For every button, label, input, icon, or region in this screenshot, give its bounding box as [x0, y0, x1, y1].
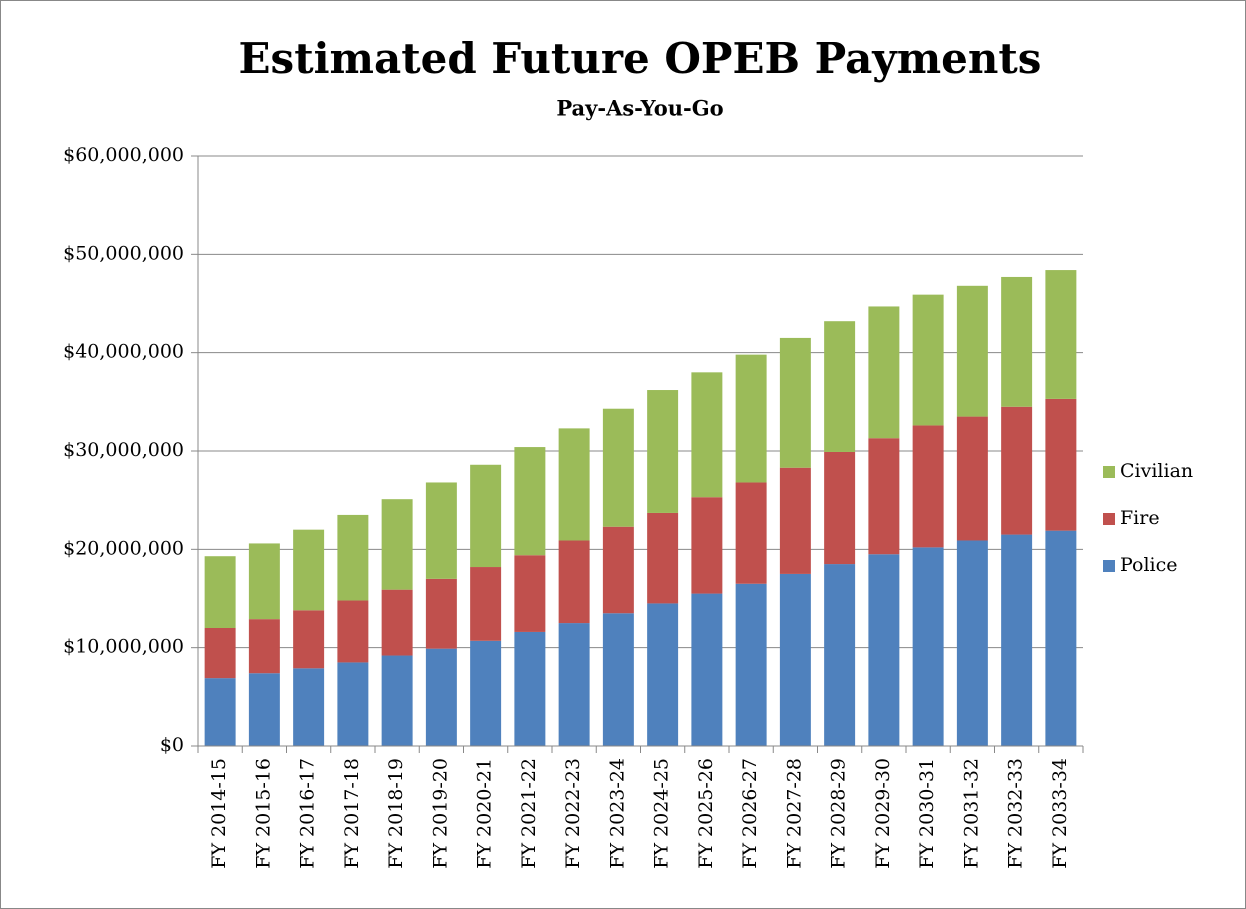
bar-segment — [381, 499, 413, 590]
bar-segment — [824, 321, 856, 452]
bar-segment — [691, 497, 723, 594]
y-tick-label: $60,000,000 — [63, 144, 184, 166]
legend-label: Police — [1120, 554, 1178, 576]
bar-segment — [779, 467, 811, 574]
bar-segment — [558, 540, 590, 624]
bar-segment — [381, 589, 413, 656]
bar-segment — [514, 555, 546, 632]
bar-segment — [514, 447, 546, 556]
bar-segment — [337, 662, 369, 746]
x-tick-label: FY 2015-16 — [252, 758, 274, 869]
legend-swatch — [1103, 466, 1115, 478]
x-tick-label: FY 2025-26 — [695, 758, 717, 869]
x-tick-label: FY 2032-33 — [1005, 758, 1027, 869]
bar-segment — [735, 482, 767, 584]
y-tick-label: $30,000,000 — [63, 439, 184, 461]
legend-swatch — [1103, 560, 1115, 572]
y-tick-label: $20,000,000 — [63, 537, 184, 559]
x-tick-label: FY 2023-24 — [606, 758, 628, 869]
bar-segment — [956, 285, 988, 417]
bar-segment — [691, 372, 723, 498]
x-tick-label: FY 2022-23 — [562, 758, 584, 869]
x-tick-label: FY 2028-29 — [828, 758, 850, 869]
bar-segment — [602, 408, 634, 527]
chart-subtitle: Pay-As-You-Go — [556, 96, 723, 121]
x-tick-label: FY 2014-15 — [208, 758, 230, 869]
bar-segment — [691, 593, 723, 746]
bar-segment — [956, 416, 988, 541]
x-tick-label: FY 2016-17 — [297, 758, 319, 869]
y-tick-label: $40,000,000 — [63, 341, 184, 363]
bar-segment — [337, 600, 369, 663]
bar-segment — [381, 655, 413, 746]
bar-segment — [293, 529, 325, 611]
y-tick-label: $0 — [160, 734, 184, 756]
bar-segment — [204, 628, 236, 679]
x-tick-label: FY 2027-28 — [783, 758, 805, 869]
bar-segment — [425, 578, 457, 649]
y-tick-label: $10,000,000 — [63, 636, 184, 658]
bar-segment — [248, 619, 280, 674]
bar-segment — [425, 482, 457, 579]
bar-segment — [868, 306, 900, 439]
x-tick-label: FY 2019-20 — [429, 758, 451, 869]
bar-segment — [337, 514, 369, 601]
bar-segment — [647, 390, 679, 513]
bar-segment — [425, 648, 457, 746]
x-tick-label: FY 2018-19 — [385, 758, 407, 869]
bar-segment — [470, 464, 502, 568]
bar-segment — [602, 613, 634, 746]
bar-segment — [735, 583, 767, 746]
bar-segment — [470, 567, 502, 641]
bar-segment — [912, 425, 944, 548]
x-tick-label: FY 2029-30 — [872, 758, 894, 869]
x-tick-label: FY 2020-21 — [474, 758, 496, 869]
y-tick-label: $50,000,000 — [63, 242, 184, 264]
x-tick-label: FY 2026-27 — [739, 758, 761, 869]
bar-segment — [1001, 406, 1033, 535]
bar-segment — [204, 556, 236, 628]
bar-segment — [558, 623, 590, 746]
bar-segment — [647, 603, 679, 746]
bar-segment — [293, 668, 325, 746]
bar-segment — [204, 678, 236, 746]
legend-label: Fire — [1120, 507, 1160, 529]
bar-segment — [647, 512, 679, 604]
x-tick-label: FY 2017-18 — [341, 758, 363, 869]
legend-label: Civilian — [1120, 460, 1193, 482]
bar-segment — [470, 640, 502, 746]
bar-segment — [1001, 276, 1033, 407]
x-tick-label: FY 2021-22 — [518, 758, 540, 869]
bar-segment — [956, 540, 988, 746]
bar-segment — [558, 428, 590, 541]
bar-segment — [868, 554, 900, 746]
x-tick-label: FY 2024-25 — [651, 758, 673, 869]
chart-title: Estimated Future OPEB Payments — [239, 34, 1042, 83]
bar-segment — [248, 673, 280, 746]
bar-segment — [248, 543, 280, 620]
bar-segment — [293, 610, 325, 669]
bar-segment — [514, 631, 546, 746]
bar-segment — [868, 438, 900, 555]
bar-segment — [735, 354, 767, 483]
x-tick-label: FY 2031-32 — [960, 758, 982, 869]
x-tick-label: FY 2030-31 — [916, 758, 938, 869]
bar-segment — [1045, 270, 1077, 399]
bar-segment — [824, 451, 856, 565]
bar-segment — [824, 564, 856, 746]
bar-segment — [779, 573, 811, 746]
bar-segment — [1045, 398, 1077, 531]
x-tick-label: FY 2033-34 — [1049, 758, 1071, 869]
bar-segment — [912, 547, 944, 746]
bar-segment — [1001, 534, 1033, 746]
legend-swatch — [1103, 513, 1115, 525]
bar-segment — [1045, 530, 1077, 746]
bar-segment — [912, 294, 944, 426]
bar-segment — [602, 526, 634, 614]
bar-segment — [779, 337, 811, 468]
